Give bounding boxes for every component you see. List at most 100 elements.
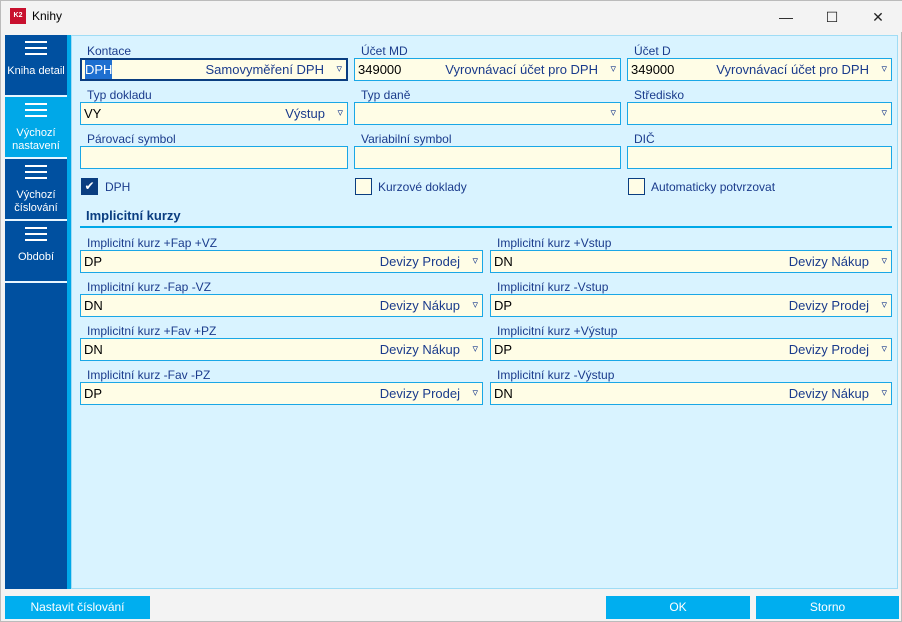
dropdown-icon[interactable]: ▿: [336, 63, 342, 75]
kurz-code: DP: [84, 254, 103, 269]
dropdown-icon[interactable]: ▿: [881, 63, 887, 75]
kurz-field[interactable]: DN Devizy Nákup ▿: [490, 250, 892, 273]
kurz-field[interactable]: DP Devizy Prodej ▿: [490, 294, 892, 317]
ok-button[interactable]: OK: [606, 596, 750, 619]
kurz-code: DN: [84, 342, 103, 357]
dropdown-icon[interactable]: ▿: [472, 299, 478, 311]
parovaci-symbol-input[interactable]: [80, 146, 348, 169]
close-button[interactable]: ✕: [872, 9, 884, 25]
dropdown-icon[interactable]: ▿: [472, 343, 478, 355]
ucet-md-desc: Vyrovnávací účet pro DPH: [445, 62, 598, 77]
list-icon: [25, 103, 47, 117]
ucet-d-field[interactable]: 349000 Vyrovnávací účet pro DPH ▿: [627, 58, 892, 81]
kurz-code: DP: [494, 298, 513, 313]
kurz-desc: Devizy Prodej: [379, 254, 460, 269]
dropdown-icon[interactable]: ▿: [881, 255, 887, 267]
dic-label: DIČ: [634, 132, 655, 146]
sidebar: Kniha detail Výchozí nastavení Výchozí č…: [5, 35, 67, 589]
typ-dokladu-label: Typ dokladu: [87, 88, 152, 102]
dropdown-icon[interactable]: ▿: [337, 107, 343, 119]
list-icon: [25, 227, 47, 241]
kurz-desc: Devizy Prodej: [788, 298, 869, 313]
typ-dane-field[interactable]: ▿: [354, 102, 621, 125]
dic-input[interactable]: [627, 146, 892, 169]
sidebar-item-label: Období: [17, 251, 55, 263]
sidebar-splitter: [67, 35, 71, 589]
kurz-desc: Devizy Nákup: [788, 386, 869, 401]
nastavit-cislovani-button[interactable]: Nastavit číslování: [5, 596, 150, 619]
dph-checkbox[interactable]: ✔: [81, 178, 98, 195]
variabilni-label: Variabilní symbol: [361, 132, 452, 146]
dropdown-icon[interactable]: ▿: [472, 255, 478, 267]
sidebar-item-vychozi-nastaveni[interactable]: Výchozí nastavení: [5, 97, 67, 159]
kurz-label: Implicitní kurz -Fap -VZ: [87, 280, 212, 294]
kontace-label: Kontace: [87, 44, 132, 58]
kurz-label: Implicitní kurz -Fav -PZ: [87, 368, 211, 382]
kurz-field[interactable]: DN Devizy Nákup ▿: [490, 382, 892, 405]
automaticky-potvrzovat-checkbox[interactable]: [628, 178, 645, 195]
stredisko-label: Středisko: [634, 88, 685, 102]
list-icon: [25, 41, 47, 55]
kurz-desc: Devizy Nákup: [788, 254, 869, 269]
title-bar: K2 Knihy — ☐ ✕: [1, 1, 902, 32]
kurz-label: Implicitní kurz +Fap +VZ: [87, 236, 218, 250]
ucet-md-field[interactable]: 349000 Vyrovnávací účet pro DPH ▿: [354, 58, 621, 81]
section-divider: [80, 226, 892, 228]
dropdown-icon[interactable]: ▿: [881, 343, 887, 355]
variabilni-symbol-input[interactable]: [354, 146, 621, 169]
dropdown-icon[interactable]: ▿: [881, 299, 887, 311]
kurz-field[interactable]: DP Devizy Prodej ▿: [80, 382, 483, 405]
dropdown-icon[interactable]: ▿: [610, 107, 616, 119]
sidebar-item-label: Výchozí číslování: [14, 189, 58, 214]
kurz-label: Implicitní kurz +Výstup: [497, 324, 618, 338]
dropdown-icon[interactable]: ▿: [881, 107, 887, 119]
ucet-d-code: 349000: [631, 62, 675, 77]
kurz-desc: Devizy Prodej: [379, 386, 460, 401]
sidebar-item-label: Kniha detail: [7, 65, 65, 77]
kurz-field[interactable]: DN Devizy Nákup ▿: [80, 294, 483, 317]
kontace-field[interactable]: DPH Samovyměření DPH ▿: [80, 58, 348, 81]
dropdown-icon[interactable]: ▿: [472, 387, 478, 399]
minimize-button[interactable]: —: [779, 9, 793, 25]
typ-dane-label: Typ daně: [361, 88, 411, 102]
typ-dokladu-desc: Výstup: [285, 106, 325, 121]
kurz-label: Implicitní kurz +Fav +PZ: [87, 324, 217, 338]
form-panel: Kontace DPH Samovyměření DPH ▿ Účet MD 349…: [71, 35, 898, 589]
automaticky-potvrzovat-label: Automaticky potvrzovat: [651, 180, 776, 194]
kurz-code: DN: [494, 386, 513, 401]
dropdown-icon[interactable]: ▿: [881, 387, 887, 399]
stredisko-field[interactable]: ▿: [627, 102, 892, 125]
kurz-label: Implicitní kurz +Vstup: [497, 236, 612, 250]
dph-checkbox-label: DPH: [105, 180, 131, 194]
kurz-field[interactable]: DP Devizy Prodej ▿: [490, 338, 892, 361]
window-title: Knihy: [32, 9, 63, 23]
kurz-code: DN: [84, 298, 103, 313]
maximize-button[interactable]: ☐: [825, 9, 839, 25]
dropdown-icon[interactable]: ▿: [610, 63, 616, 75]
kurzove-doklady-checkbox[interactable]: [355, 178, 372, 195]
parovaci-label: Párovací symbol: [87, 132, 176, 146]
sidebar-item-kniha-detail[interactable]: Kniha detail: [5, 35, 67, 97]
kurz-desc: Devizy Prodej: [788, 342, 869, 357]
list-icon: [25, 165, 47, 179]
ucet-md-code: 349000: [358, 62, 402, 77]
sidebar-item-vychozi-cislovani[interactable]: Výchozí číslování: [5, 159, 67, 221]
section-title: Implicitní kurzy: [86, 208, 181, 223]
storno-button[interactable]: Storno: [756, 596, 899, 619]
kurz-field[interactable]: DP Devizy Prodej ▿: [80, 250, 483, 273]
sidebar-item-obdobi[interactable]: Období: [5, 221, 67, 283]
ucet-d-label: Účet D: [634, 44, 671, 58]
kontace-code: DPH: [85, 60, 113, 79]
kurz-label: Implicitní kurz -Vstup: [497, 280, 609, 294]
kontace-desc: Samovyměření DPH: [205, 62, 324, 77]
kurz-desc: Devizy Nákup: [379, 298, 460, 313]
kurz-code: DP: [494, 342, 513, 357]
kurz-label: Implicitní kurz -Výstup: [497, 368, 615, 382]
kurzove-doklady-label: Kurzové doklady: [378, 180, 467, 194]
typ-dokladu-code: VY: [84, 106, 102, 121]
ucet-md-label: Účet MD: [361, 44, 408, 58]
typ-dokladu-field[interactable]: VY Výstup ▿: [80, 102, 348, 125]
ucet-d-desc: Vyrovnávací účet pro DPH: [716, 62, 869, 77]
kurz-field[interactable]: DN Devizy Nákup ▿: [80, 338, 483, 361]
kurz-code: DP: [84, 386, 103, 401]
